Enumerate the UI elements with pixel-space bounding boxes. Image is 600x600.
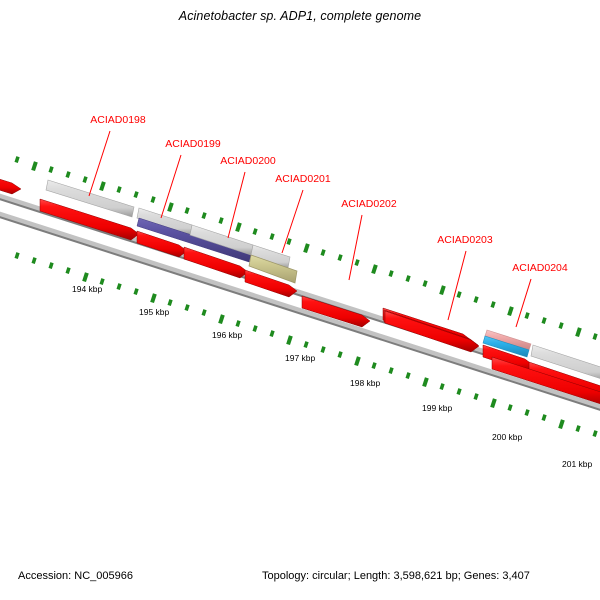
- gene-label[interactable]: ACIAD0203: [437, 234, 493, 246]
- accession-text: Accession: NC_005966: [18, 570, 133, 582]
- backbone-rail-lower-shadow: [0, 216, 600, 411]
- gene-label-group[interactable]: ACIAD0198 ACIAD0199 ACIAD0200 ACIAD0201 ACIA…: [88, 114, 568, 328]
- ruler-upper: [14, 156, 598, 340]
- ruler-tick-label: 196 kbp: [212, 330, 243, 340]
- ruler-tick-label: 195 kbp: [139, 307, 170, 317]
- genome-ruler: [14, 156, 598, 437]
- gene-arrow[interactable]: [384, 310, 480, 353]
- band-segment-gray-1[interactable]: [45, 179, 135, 218]
- gene-label[interactable]: ACIAD0202: [341, 198, 397, 210]
- gene-label[interactable]: ACIAD0199: [165, 138, 221, 150]
- gene-arrow[interactable]: [244, 269, 298, 298]
- gene-arrow[interactable]: [183, 246, 249, 279]
- forward-strand-genes-row2[interactable]: [491, 356, 600, 407]
- band-segment-tan[interactable]: [248, 254, 298, 284]
- gene-arrow[interactable]: [0, 173, 22, 195]
- gene-arrow[interactable]: [39, 198, 140, 241]
- ruler-tick-label: 194 kbp: [72, 284, 103, 294]
- ruler-tick-label: 199 kbp: [422, 403, 453, 413]
- genome-map-svg[interactable]: 194 kbp 195 kbp 196 kbp 197 kbp 198 kbp 199 k…: [0, 0, 600, 560]
- ruler-tick-label: 200 kbp: [492, 432, 523, 442]
- band-segment-gray-5[interactable]: [530, 344, 600, 381]
- ruler-lower: [14, 252, 598, 437]
- gene-arrow[interactable]: [301, 295, 371, 328]
- gene-arrow[interactable]: [491, 356, 600, 407]
- gene-label[interactable]: ACIAD0204: [512, 262, 568, 274]
- gene-label-leader-line: [515, 278, 532, 328]
- backbone-rail-lower: [0, 211, 600, 410]
- gene-label-leader-line: [447, 250, 467, 321]
- forward-strand-genes[interactable]: [0, 173, 600, 401]
- gene-label[interactable]: ACIAD0201: [275, 173, 331, 185]
- gene-label-leader-line: [227, 171, 246, 239]
- ruler-tick-labels: 194 kbp 195 kbp 196 kbp 197 kbp 198 kbp 199 k…: [72, 284, 593, 469]
- page-title: Acinetobacter sp. ADP1, complete genome: [178, 9, 422, 23]
- ruler-tick-label: 201 kbp: [562, 459, 593, 469]
- ruler-tick-label: 198 kbp: [350, 378, 381, 388]
- ruler-tick-label: 197 kbp: [285, 353, 316, 363]
- gene-arrow[interactable]: [136, 230, 188, 258]
- gene-label-leader-line: [281, 189, 304, 254]
- gene-label-leader-line: [88, 130, 111, 197]
- gene-label[interactable]: ACIAD0198: [90, 114, 146, 126]
- gene-label[interactable]: ACIAD0200: [220, 155, 276, 167]
- gene-label-leader-line: [160, 154, 182, 219]
- topology-text: Topology: circular; Length: 3,598,621 bp…: [262, 570, 530, 582]
- genome-map-canvas[interactable]: 194 kbp 195 kbp 196 kbp 197 kbp 198 kbp 199 k…: [0, 0, 600, 560]
- gene-label-leader-line: [348, 214, 363, 281]
- reverse-strand-band[interactable]: [45, 179, 600, 381]
- status-bar: Accession: NC_005966 Topology: circular;…: [0, 560, 600, 600]
- band-segment-cyan[interactable]: [482, 335, 530, 358]
